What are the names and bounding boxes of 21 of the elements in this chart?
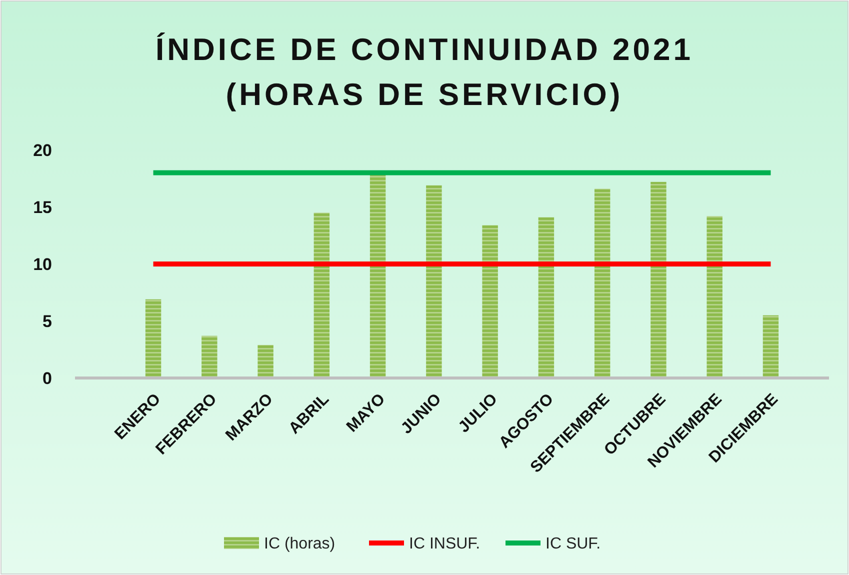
legend-label: IC SUF. (546, 536, 601, 553)
bar (145, 299, 162, 378)
bar (650, 182, 666, 378)
y-tick-label: 20 (33, 140, 52, 160)
y-tick-label: 10 (33, 254, 52, 274)
bar (202, 336, 218, 378)
bar (762, 315, 779, 378)
bar (594, 188, 610, 378)
bar (258, 344, 274, 378)
bar (482, 225, 498, 378)
legend-label: IC INSUF. (409, 536, 480, 553)
legend-label: IC (horas) (264, 536, 336, 553)
bar (314, 212, 330, 378)
y-tick-label: 5 (42, 312, 52, 331)
chart-title: ÍNDICE DE CONTINUIDAD 2021 (HORAS DE SERVICIO) (156, 32, 694, 112)
y-tick-label: 0 (42, 368, 52, 388)
bar (706, 216, 722, 378)
bar (426, 185, 442, 378)
y-tick-label: 15 (33, 198, 52, 217)
bar (370, 175, 386, 378)
bar (538, 217, 554, 378)
